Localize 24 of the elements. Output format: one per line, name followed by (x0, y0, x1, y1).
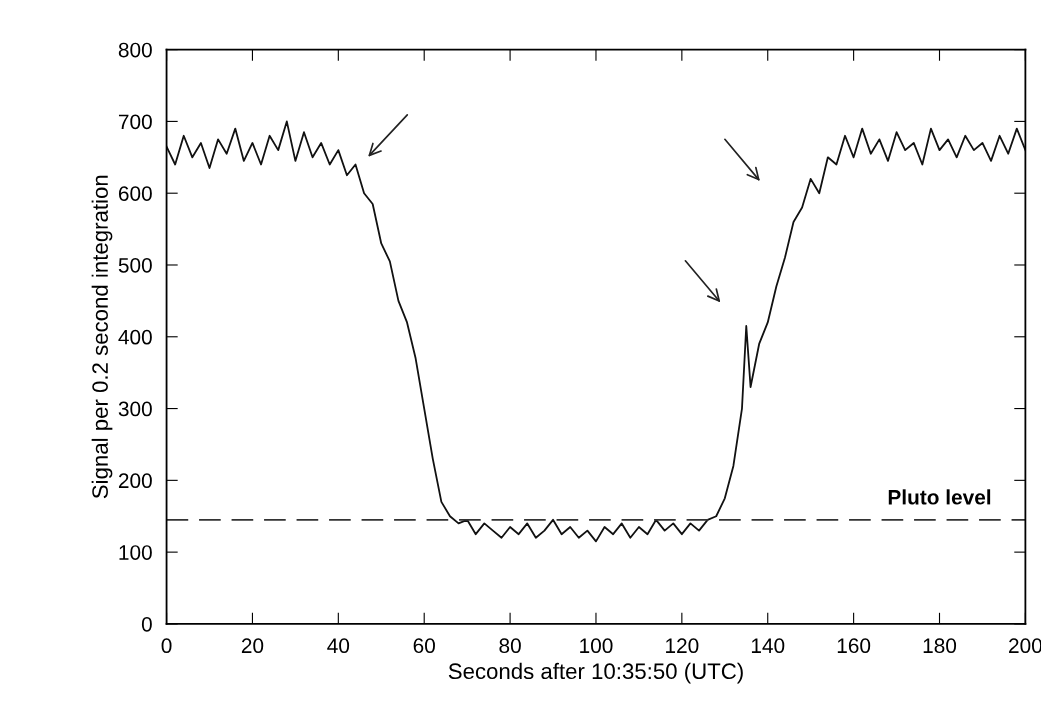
y-tick-label: 400 (118, 329, 152, 345)
x-tick-label: 60 (413, 638, 435, 654)
x-tick-label: 180 (923, 638, 957, 654)
x-tick-label: 40 (327, 638, 350, 654)
x-tick-label: 160 (837, 638, 871, 654)
y-tick-label: 700 (118, 114, 152, 130)
x-tick-label: 200 (1009, 638, 1041, 654)
y-tick-label: 0 (141, 616, 152, 632)
x-tick-label: 100 (580, 638, 613, 654)
y-tick-label: 600 (118, 186, 152, 201)
y-tick-label: 800 (118, 42, 152, 58)
y-tick-label: 200 (118, 473, 152, 489)
x-tick-label: 0 (161, 638, 172, 654)
line-series (166, 120, 1026, 543)
x-axis-title: Seconds after 10:35:50 (UTC) (448, 662, 743, 684)
x-tick-label: 20 (241, 638, 264, 654)
x-tick-label: 120 (666, 638, 699, 654)
ref-line-label: Pluto level (888, 489, 991, 505)
y-tick-label: 300 (118, 401, 152, 417)
y-tick-label: 100 (119, 545, 152, 560)
y-tick-label: 500 (118, 257, 152, 273)
x-tick-label: 80 (499, 638, 521, 654)
x-tick-label: 140 (751, 638, 785, 654)
y-axis-title: Signal per 0.2 second integration (91, 175, 113, 499)
